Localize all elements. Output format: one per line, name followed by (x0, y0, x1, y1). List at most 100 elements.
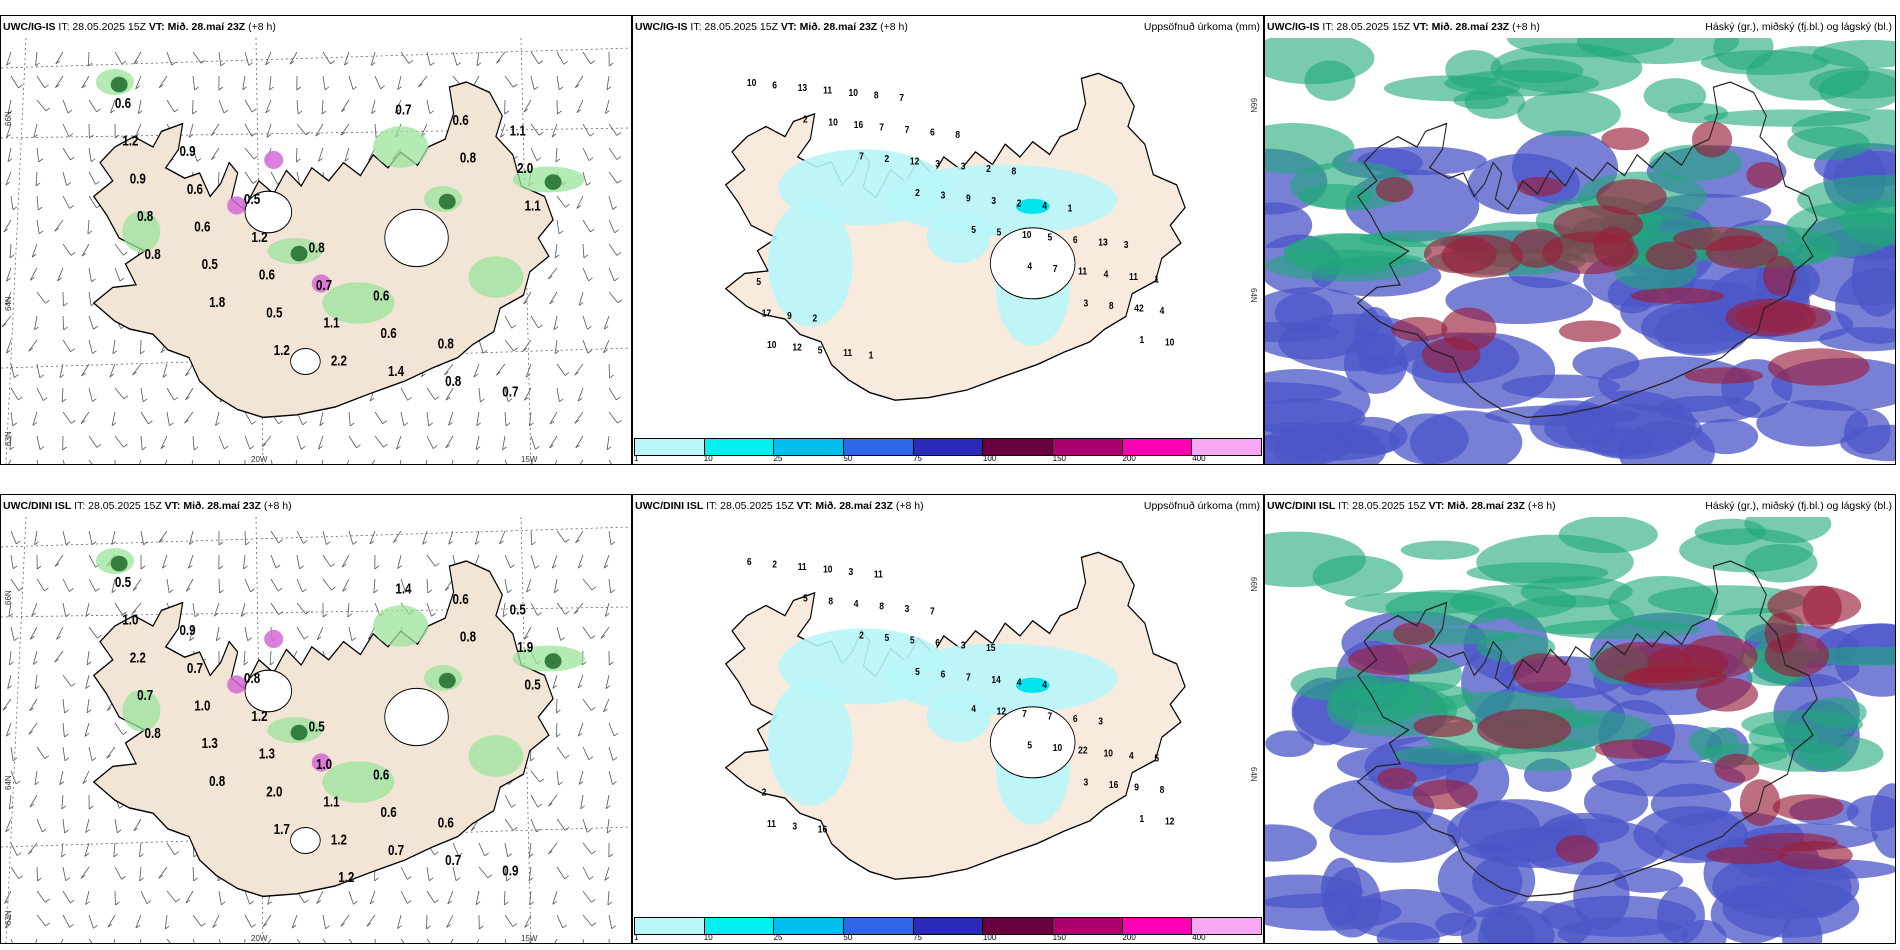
wind-barb-flag (617, 299, 623, 304)
precip-amount: 5 (910, 635, 915, 646)
precip-value: 1.3 (259, 745, 275, 761)
wind-barb (574, 75, 584, 88)
wind-barb (59, 363, 64, 378)
wind-barb-flag (612, 206, 617, 210)
panel-header: UWC/IG-IS IT: 28.05.2025 15Z VT: Mið. 28… (1265, 16, 1895, 38)
wind-barb (448, 411, 454, 426)
wind-barb (426, 866, 430, 881)
wind-barb-flag (113, 853, 118, 858)
wind-barb-flag (304, 899, 309, 904)
convective-blob (311, 274, 331, 293)
wind-barb (62, 722, 65, 737)
wind-barb (556, 698, 558, 714)
wind-barb-flag (397, 925, 402, 929)
wind-barb (61, 387, 64, 403)
wind-barb (243, 554, 246, 569)
wind-barb (322, 938, 327, 943)
wind-barb (7, 674, 12, 689)
init-time: IT: 28.05.2025 15Z (690, 21, 778, 33)
wind-barb (552, 890, 558, 905)
wind-barb-flag (324, 86, 330, 91)
wind-barb (530, 435, 536, 450)
wind-barb-flag (45, 107, 51, 112)
wind-barb-flag (616, 252, 622, 256)
wind-barb (524, 914, 532, 928)
mid-cloud (1510, 228, 1564, 268)
wind-barb (192, 938, 195, 943)
wind-barb-flag (59, 781, 65, 785)
wind-barb-flag (56, 636, 61, 640)
precip-amount: 8 (828, 596, 833, 607)
wind-barb (10, 938, 13, 943)
wind-barb-flag (583, 254, 589, 259)
wind-barb (54, 554, 64, 567)
wind-barb (608, 914, 613, 929)
wind-barb (556, 722, 558, 738)
low-cloud (1472, 857, 1523, 906)
wind-barb (81, 75, 90, 89)
wind-barb (137, 99, 142, 114)
legend-tick: 200 (1122, 933, 1136, 942)
wind-barb-flag (352, 541, 358, 545)
precip-value: 1.0 (122, 612, 138, 628)
wind-barb-flag (95, 181, 100, 185)
mid-cloud (1441, 307, 1497, 351)
wind-barb (295, 459, 298, 464)
wind-barb (1, 315, 12, 328)
precip-value: 0.7 (388, 842, 404, 858)
wind-barb (400, 387, 408, 401)
wind-barb (530, 554, 536, 569)
wind-barb-flag (64, 709, 69, 714)
legend-tick: 25 (773, 454, 783, 463)
wind-barb (548, 794, 558, 807)
wind-barb-flag (61, 853, 66, 858)
wind-barb-flag (84, 853, 90, 857)
wind-barb (266, 123, 272, 138)
wind-barb (215, 411, 220, 426)
precip-amount: 3 (1124, 239, 1129, 250)
wind-barb-flag (534, 565, 540, 569)
wind-barb-flag (188, 564, 193, 569)
wind-barb (504, 411, 507, 426)
wind-barb (10, 530, 17, 545)
wind-barb-flag (121, 60, 127, 65)
wind-barb (36, 387, 44, 401)
precip-amount: 2 (813, 313, 818, 324)
wind-barb-flag (85, 613, 90, 617)
wind-barb (369, 890, 376, 905)
wind-barb (400, 51, 410, 64)
precip-value: 0.9 (130, 170, 146, 186)
wind-barb (62, 818, 65, 833)
wind-barb (573, 602, 584, 614)
wind-barb (6, 339, 12, 354)
precip-amount: 11 (798, 561, 807, 572)
wind-barb (114, 51, 123, 65)
wind-barb (55, 75, 64, 88)
wind-barb (608, 770, 613, 785)
precip-value: 1.8 (209, 294, 225, 310)
precip-amount: 10 (1022, 229, 1031, 240)
wind-barb-flag (322, 613, 328, 618)
legend-swatch (1122, 439, 1193, 455)
wind-barb (62, 243, 72, 256)
precip-amount: 10 (767, 340, 776, 351)
wind-barb-flag (122, 731, 128, 735)
wind-barb (608, 363, 611, 379)
wind-barb-flag (326, 541, 331, 545)
wind-barb-flag (503, 901, 509, 906)
wind-barb-flag (523, 108, 529, 113)
wind-barb (189, 626, 194, 641)
wind-barb (244, 171, 254, 184)
wind-barb (166, 99, 175, 113)
wind-barb-flag (551, 133, 557, 138)
wind-barb (135, 914, 142, 929)
wind-barb-flag (502, 613, 508, 618)
wind-barb-flag (4, 900, 9, 904)
wind-barb (88, 267, 92, 282)
heavy-precip-blob (290, 245, 308, 262)
mid-cloud (1691, 121, 1733, 158)
cloud-map (1265, 38, 1895, 464)
wind-barb-flag (278, 420, 283, 425)
precip-amount: 2 (803, 114, 808, 125)
wind-barb-flag (562, 924, 567, 929)
